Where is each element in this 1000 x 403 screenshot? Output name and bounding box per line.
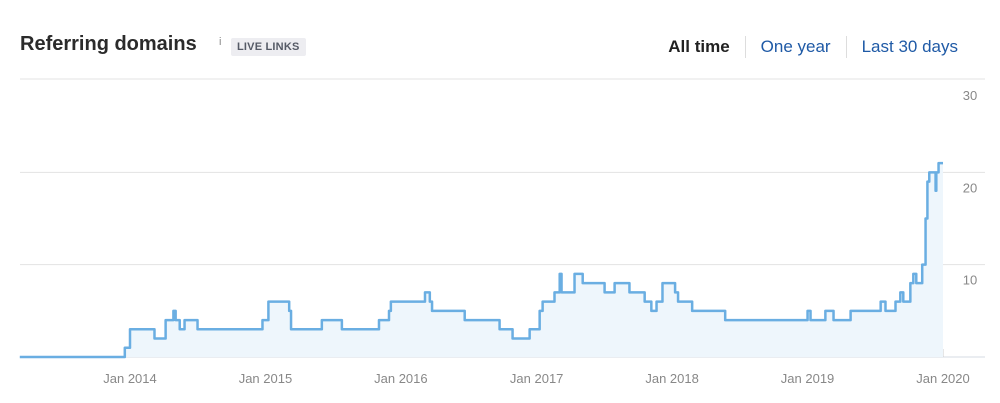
divider [744, 36, 746, 58]
y-tick-label: 10 [963, 273, 977, 288]
x-tick-label: Jan 2018 [645, 371, 699, 386]
y-tick-label: 20 [963, 180, 977, 195]
time-range-selector: All time One year Last 30 days [668, 36, 958, 58]
area-fill [19, 163, 944, 357]
x-tick-label: Jan 2019 [781, 371, 835, 386]
series-line [19, 161, 943, 359]
section-title: Referring domains [20, 33, 197, 55]
range-all-time[interactable]: All time [668, 37, 730, 56]
x-tick-label: Jan 2016 [374, 371, 428, 386]
x-tick-label: Jan 2015 [239, 371, 293, 386]
x-tick-label: Jan 2020 [916, 371, 970, 386]
range-last-30-days[interactable]: Last 30 days [861, 37, 958, 56]
x-tick-label: Jan 2017 [510, 371, 564, 386]
live-links-badge: LIVE LINKS [231, 38, 306, 56]
info-icon[interactable]: i [219, 36, 222, 48]
y-tick-label: 30 [963, 88, 977, 103]
x-tick-label: Jan 2014 [103, 371, 157, 386]
range-one-year[interactable]: One year [760, 37, 831, 56]
divider [845, 36, 847, 58]
